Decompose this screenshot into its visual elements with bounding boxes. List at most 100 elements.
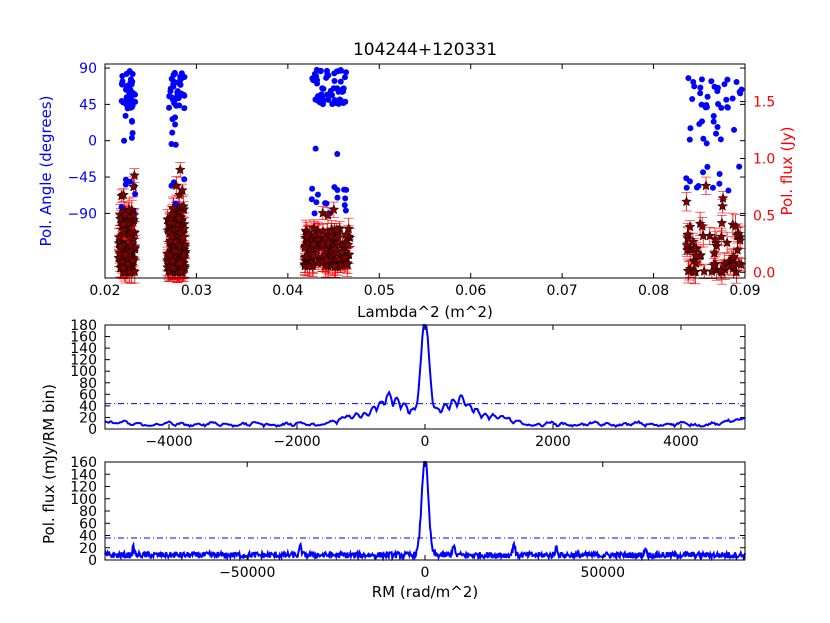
x-tick-label: 0.04: [272, 283, 303, 299]
flux-point: [308, 222, 320, 233]
angle-point: [713, 130, 720, 137]
flux-point: [119, 209, 131, 220]
angle-point: [176, 102, 183, 109]
angle-point: [736, 163, 743, 170]
middle-plot-frame: [104, 324, 746, 430]
angle-point: [128, 96, 135, 103]
angle-point: [309, 185, 316, 192]
angle-point: [314, 97, 321, 104]
angle-point: [724, 104, 731, 111]
angle-point: [118, 98, 125, 105]
angle-point: [704, 93, 711, 100]
angle-point: [178, 74, 185, 81]
angle-point: [716, 170, 723, 177]
flux-point: [709, 233, 721, 245]
angle-point: [710, 118, 717, 125]
y-tick-label: 80: [79, 504, 97, 520]
angle-point: [699, 118, 706, 125]
bottom-plot-frame: [104, 461, 746, 561]
y-tick-label: 160: [70, 455, 97, 471]
flux-point: [175, 266, 187, 277]
y-tick-label: 0: [88, 134, 97, 150]
x-tick-label: 0: [421, 434, 430, 450]
angle-point: [700, 135, 707, 142]
angle-points: [118, 66, 745, 225]
angle-point: [325, 96, 332, 103]
y-tick-label: 20: [79, 541, 97, 557]
angle-point: [686, 136, 693, 143]
angle-point: [314, 93, 321, 100]
angle-point: [723, 96, 730, 103]
top-panel: 0.02 0.03 0.04 0.05 0.06 0.07 0.08 0.09 90 45 0 −4…: [37, 61, 796, 321]
flux-point: [728, 251, 739, 262]
flux-point: [166, 230, 178, 241]
x-tick-label: 0.09: [729, 283, 760, 299]
angle-point: [343, 69, 350, 76]
y-tick-label: 120: [70, 480, 97, 496]
flux-point: [336, 246, 348, 257]
angle-point: [169, 129, 176, 136]
flux-point: [697, 230, 709, 241]
y-tick-label: 80: [79, 376, 97, 392]
angle-point: [698, 76, 705, 83]
angle-point: [132, 190, 139, 197]
flux-point: [717, 192, 729, 203]
flux-point: [174, 164, 186, 175]
angle-point: [334, 85, 341, 92]
angle-point: [127, 104, 134, 111]
flux-point: [717, 200, 728, 211]
flux-point: [179, 239, 191, 250]
angle-point: [127, 79, 134, 86]
x-tick-label: 0.02: [89, 283, 120, 299]
middle-x-ticks: −4000 −2000 0 2000 4000: [145, 325, 699, 450]
angle-point: [716, 180, 723, 187]
angle-point: [331, 78, 338, 85]
angle-point: [737, 90, 744, 97]
angle-point: [322, 200, 329, 207]
angle-point: [685, 75, 692, 82]
flux-point: [127, 255, 139, 266]
angle-point: [170, 96, 177, 103]
x-tick-label: −2000: [273, 434, 320, 450]
angle-point: [718, 104, 725, 111]
angle-point: [180, 91, 187, 98]
angle-point: [311, 210, 318, 217]
angle-point: [168, 141, 175, 148]
angle-point: [733, 79, 740, 86]
bottom-x-axis-label: RM (rad/m^2): [372, 583, 479, 601]
chart-title: 104244+120331: [353, 40, 497, 60]
angle-point: [124, 87, 131, 94]
angle-point: [122, 181, 129, 188]
angle-point: [175, 90, 182, 97]
angle-point: [714, 123, 721, 130]
x-tick-label: 0: [421, 565, 430, 581]
spectrum-y-axis-label: Pol. flux (mJy/RM bin): [40, 384, 58, 544]
flux-point: [167, 262, 179, 273]
flux-point: [174, 257, 186, 268]
y-tick-label: 160: [70, 330, 97, 346]
bottom-x-ticks: −50000 0 50000: [219, 462, 625, 581]
y-tick-label: 40: [79, 399, 97, 415]
flux-point: [340, 228, 352, 240]
flux-point: [730, 220, 741, 231]
top-right-y-ticks: 0.0 0.5 1.0 1.5: [740, 95, 775, 281]
y-tick-label: 140: [70, 467, 97, 483]
angle-point: [337, 78, 344, 85]
x-tick-label: 0.06: [455, 283, 486, 299]
flux-point: [319, 244, 331, 255]
flux-point: [167, 202, 179, 213]
angle-point: [172, 114, 179, 121]
flux-point: [325, 230, 337, 242]
angle-point: [343, 186, 350, 193]
angle-point: [704, 163, 711, 170]
angle-point: [341, 74, 348, 81]
flux-errorbars: [113, 162, 747, 285]
x-tick-label: −4000: [145, 434, 192, 450]
flux-axis-label: Pol. flux (Jy): [778, 127, 796, 216]
angle-point: [710, 113, 717, 120]
flux-point: [302, 230, 313, 241]
bottom-spectrum-line: [104, 461, 746, 562]
angle-point: [693, 184, 700, 191]
angle-point: [172, 200, 179, 207]
